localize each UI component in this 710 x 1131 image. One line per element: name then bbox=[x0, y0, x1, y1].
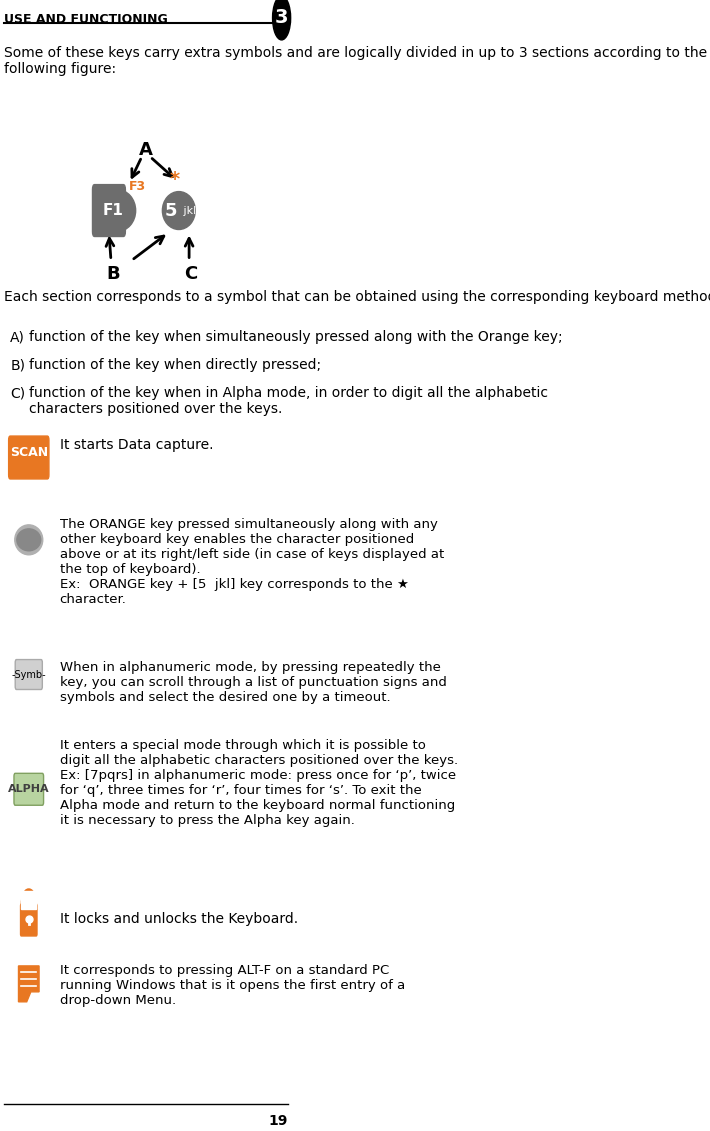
FancyBboxPatch shape bbox=[92, 184, 126, 236]
Text: When in alphanumeric mode, by pressing repeatedly the
key, you can scroll throug: When in alphanumeric mode, by pressing r… bbox=[60, 661, 447, 703]
Text: -Symb-: -Symb- bbox=[11, 670, 46, 680]
Text: Each section corresponds to a symbol that can be obtained using the correspondin: Each section corresponds to a symbol tha… bbox=[4, 291, 710, 304]
Ellipse shape bbox=[15, 525, 43, 555]
Text: *: * bbox=[170, 170, 180, 189]
Text: The ORANGE key pressed simultaneously along with any
other keyboard key enables : The ORANGE key pressed simultaneously al… bbox=[60, 518, 444, 606]
Ellipse shape bbox=[17, 529, 40, 551]
Text: jkl: jkl bbox=[180, 206, 196, 216]
Text: It corresponds to pressing ALT-F on a standard PC
running Windows that is it ope: It corresponds to pressing ALT-F on a st… bbox=[60, 964, 405, 1007]
FancyBboxPatch shape bbox=[15, 659, 43, 690]
Text: It starts Data capture.: It starts Data capture. bbox=[60, 438, 213, 452]
FancyBboxPatch shape bbox=[9, 437, 49, 478]
Text: It enters a special mode through which it is possible to
digit all the alphabeti: It enters a special mode through which i… bbox=[60, 740, 458, 828]
Text: It locks and unlocks the Keyboard.: It locks and unlocks the Keyboard. bbox=[60, 912, 297, 926]
Text: B: B bbox=[106, 266, 120, 284]
Text: function of the key when directly pressed;: function of the key when directly presse… bbox=[29, 359, 321, 372]
Text: SCAN: SCAN bbox=[10, 446, 48, 458]
Circle shape bbox=[273, 0, 290, 40]
Text: Some of these keys carry extra symbols and are logically divided in up to 3 sect: Some of these keys carry extra symbols a… bbox=[4, 46, 707, 76]
Ellipse shape bbox=[99, 190, 136, 232]
FancyBboxPatch shape bbox=[21, 891, 36, 909]
Polygon shape bbox=[10, 440, 48, 475]
Ellipse shape bbox=[163, 191, 195, 230]
Text: F3: F3 bbox=[129, 180, 146, 192]
FancyBboxPatch shape bbox=[21, 904, 37, 936]
Text: C: C bbox=[185, 266, 198, 284]
Text: 5: 5 bbox=[164, 201, 177, 219]
Polygon shape bbox=[18, 966, 39, 1002]
Text: 19: 19 bbox=[268, 1114, 288, 1128]
Text: F1: F1 bbox=[103, 204, 124, 218]
Text: A: A bbox=[139, 140, 153, 158]
Text: A): A) bbox=[10, 330, 25, 344]
Text: B): B) bbox=[10, 359, 26, 372]
Text: function of the key when in Alpha mode, in order to digit all the alphabetic
cha: function of the key when in Alpha mode, … bbox=[29, 386, 548, 416]
Text: function of the key when simultaneously pressed along with the Orange key;: function of the key when simultaneously … bbox=[29, 330, 562, 344]
Text: 3: 3 bbox=[275, 8, 288, 27]
FancyBboxPatch shape bbox=[14, 774, 43, 805]
Text: C): C) bbox=[10, 386, 26, 400]
Text: ALPHA: ALPHA bbox=[8, 784, 50, 794]
Text: USE AND FUNCTIONING: USE AND FUNCTIONING bbox=[4, 12, 168, 26]
